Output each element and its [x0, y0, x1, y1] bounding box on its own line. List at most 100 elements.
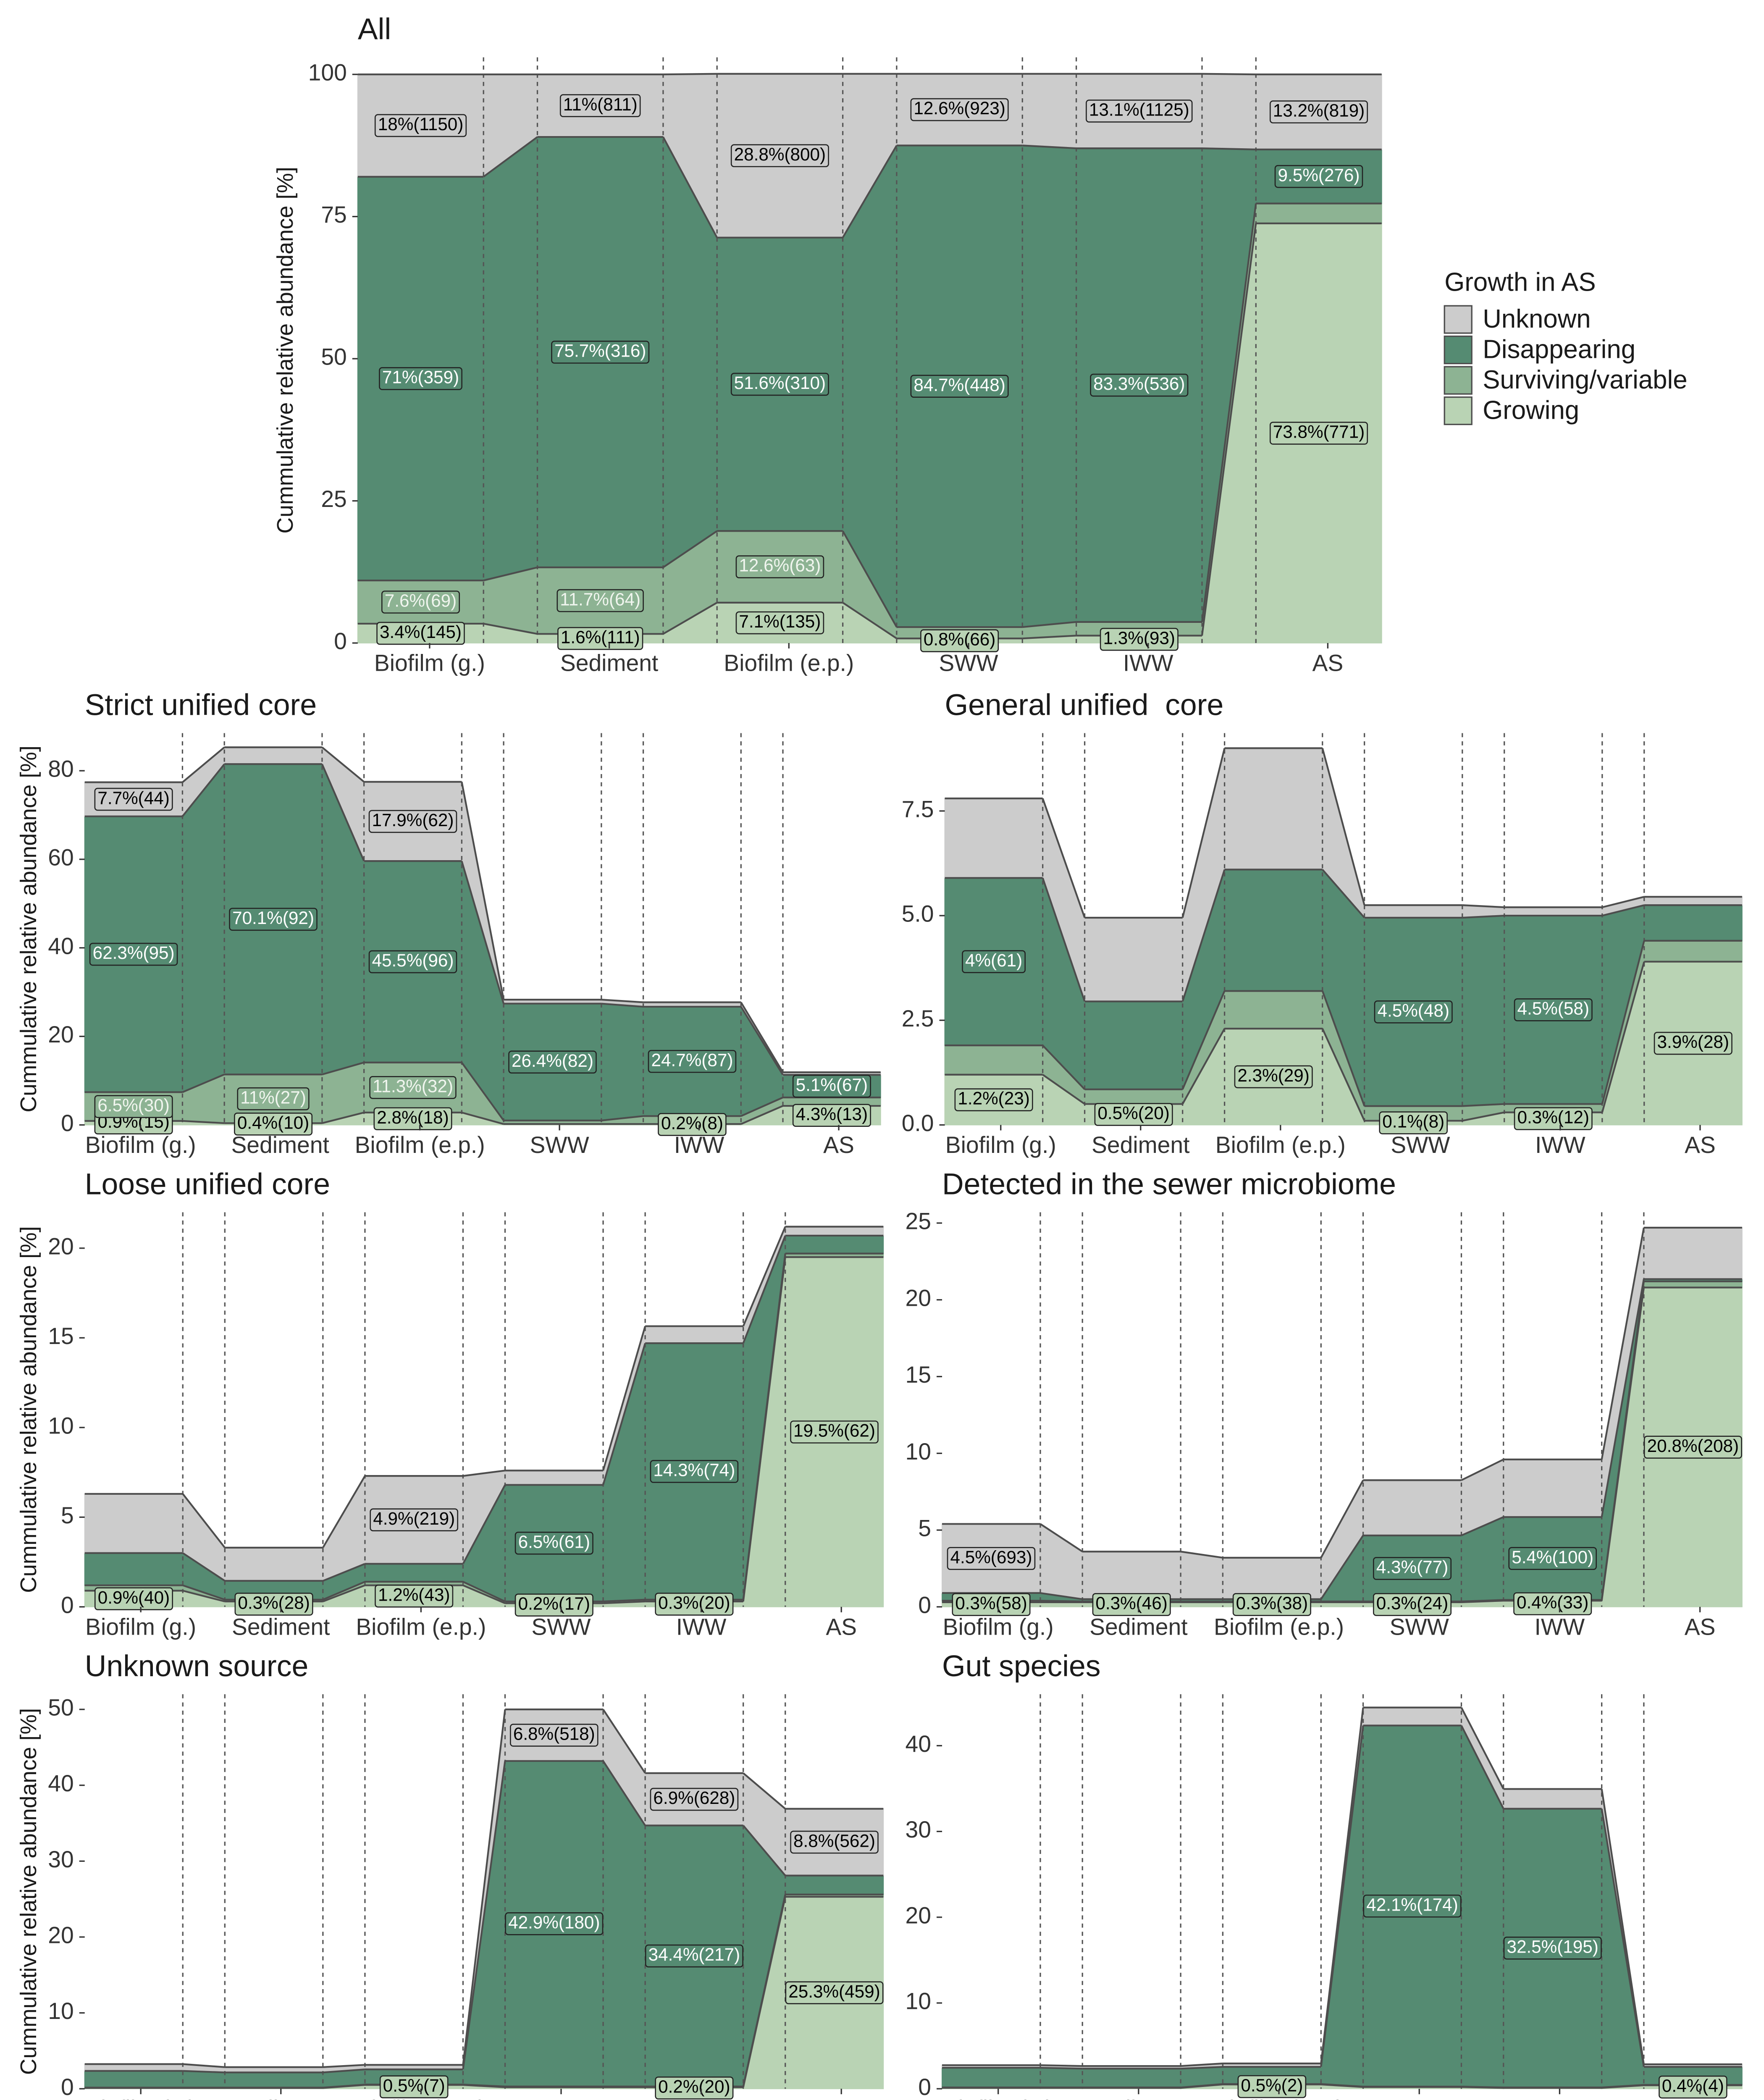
value-label-group: 19.5%(62) — [790, 1420, 879, 1444]
label-box — [1100, 627, 1179, 651]
value-label: 0.2%(8) — [661, 1113, 723, 1133]
area-segment — [1224, 748, 1323, 870]
x-tick-label: Biofilm (g.) — [85, 1132, 196, 1158]
value-label-group: 13.1%(1125) — [1086, 100, 1193, 123]
value-label: 17.9%(62) — [372, 810, 454, 830]
y-tick-label: 0 — [61, 2074, 74, 2100]
value-label: 1.3%(93) — [1103, 628, 1175, 648]
value-label-group: 17.9%(62) — [368, 810, 457, 833]
value-label: 6.5%(61) — [518, 1532, 590, 1551]
value-label: 7.6%(69) — [385, 591, 457, 611]
value-label: 0.3%(28) — [238, 1593, 310, 1613]
value-label-group: 8.8%(562) — [790, 1830, 879, 1854]
area-segment — [944, 1045, 1043, 1075]
value-label-group: 11%(27) — [237, 1087, 310, 1110]
label-box — [369, 1076, 457, 1099]
area-outline — [1181, 990, 1226, 1090]
value-label: 4.3%(13) — [796, 1104, 868, 1124]
area-segment — [1084, 1089, 1183, 1105]
area-segment — [84, 1552, 184, 1586]
x-tick-label: SWW — [531, 2096, 591, 2100]
area-outline — [1181, 748, 1226, 918]
value-label: 7.1%(135) — [739, 612, 821, 631]
panel-title: General unified core — [945, 688, 1224, 722]
area-outline — [1461, 1599, 1504, 1603]
area-segment — [1643, 896, 1743, 906]
area-transition — [182, 763, 225, 1093]
label-box — [735, 555, 824, 578]
value-label-group: 1.2%(43) — [375, 1584, 454, 1608]
value-label-group: 5.1%(67) — [792, 1074, 871, 1098]
x-tick-label: Sediment — [1089, 2096, 1187, 2100]
y-tick-label: 20 — [48, 1233, 74, 1259]
area-segment — [84, 2063, 184, 2071]
value-label: 71%(359) — [382, 368, 459, 387]
value-label: 42.9%(180) — [508, 1912, 600, 1932]
y-tick-label: 50 — [48, 1695, 74, 1721]
area-segment — [504, 1470, 604, 1486]
x-tick-label: Biofilm (e.p.) — [356, 1614, 486, 1640]
x-tick-label: AS — [823, 1132, 854, 1158]
value-label: 6.8%(518) — [513, 1724, 595, 1744]
y-tick-label: 0.0 — [902, 1110, 934, 1136]
label-box — [376, 622, 465, 645]
value-label: 11%(811) — [563, 94, 638, 114]
label-box — [375, 1584, 454, 1608]
value-label-group: 83.3%(536) — [1090, 373, 1189, 397]
value-label-group: 1.3%(93) — [1100, 627, 1179, 651]
value-label-group: 0.3%(28) — [234, 1593, 313, 1616]
area-segment — [1643, 940, 1743, 962]
y-tick-label: 10 — [906, 1438, 931, 1465]
area-outline — [462, 1584, 506, 1604]
value-label: 20.8%(208) — [1647, 1436, 1739, 1456]
x-tick-label: SWW — [530, 1132, 589, 1158]
value-label: 42.1%(174) — [1366, 1895, 1458, 1914]
label-box — [658, 1113, 727, 1136]
y-tick-label: 20 — [906, 1902, 931, 1928]
value-label-group: 0.3%(24) — [1373, 1593, 1452, 1616]
label-box — [1374, 1000, 1453, 1024]
label-box — [655, 2076, 734, 2100]
x-tick-label: Biofilm (g.) — [85, 2096, 196, 2100]
value-label: 5.1%(67) — [796, 1075, 868, 1095]
value-label: 0.2%(17) — [518, 1594, 590, 1614]
area-outline — [1602, 904, 1645, 917]
label-box — [1232, 1593, 1311, 1616]
value-label-group: 4.5%(58) — [1514, 998, 1593, 1021]
value-label-group: 0.3%(46) — [1092, 1593, 1171, 1616]
value-label-group: 0.2%(17) — [514, 1593, 593, 1617]
label-box — [1269, 100, 1368, 123]
value-label: 34.4%(217) — [648, 1945, 740, 1964]
area-outline — [842, 145, 898, 238]
label-box — [785, 1981, 884, 2005]
area-outline — [1181, 1028, 1226, 1105]
x-tick-label: Biofilm (e.p.) — [356, 2096, 486, 2100]
label-box — [234, 1112, 313, 1136]
area-outline — [183, 2070, 225, 2074]
value-label-group: 14.3%(74) — [650, 1460, 739, 1483]
y-tick-label: 0 — [918, 2074, 931, 2100]
label-box — [508, 1050, 597, 1074]
value-label: 9.5%(276) — [1278, 165, 1360, 185]
x-tick-label: IWW — [1123, 650, 1173, 676]
value-label: 6.5%(30) — [97, 1095, 169, 1115]
value-label: 84.7%(448) — [914, 375, 1005, 395]
area-outline — [740, 1006, 784, 1076]
value-label-group: 1.2%(23) — [954, 1088, 1033, 1111]
area-outline — [602, 1760, 646, 1826]
value-label: 13.2%(819) — [1273, 101, 1365, 121]
area-outline — [1601, 961, 1645, 1113]
label-box — [370, 1508, 458, 1532]
value-label-group: 42.9%(180) — [505, 1912, 604, 1935]
area-outline — [182, 1584, 226, 1601]
area-outline — [1601, 1281, 1645, 1600]
area-outline — [1462, 914, 1504, 919]
area-outline — [182, 1120, 225, 1124]
area-outline — [1601, 940, 1645, 1105]
area-segment — [1224, 990, 1323, 1029]
area-transition — [1022, 145, 1077, 628]
value-label-group: 1.6%(111) — [557, 627, 643, 650]
label-box — [1503, 1937, 1602, 1960]
area-segment — [84, 1493, 184, 1554]
value-label: 0.9%(40) — [98, 1588, 170, 1607]
